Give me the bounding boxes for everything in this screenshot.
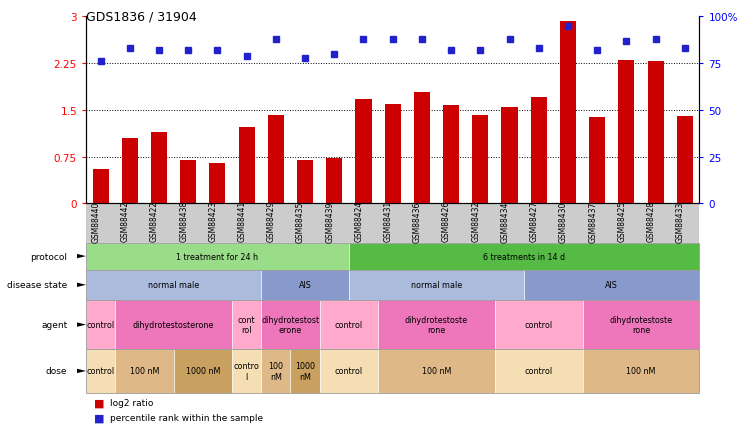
Text: log2 ratio: log2 ratio [110, 398, 153, 407]
Bar [619, 61, 634, 204]
Text: ■: ■ [94, 398, 104, 407]
Text: dihydrotestoste
rone: dihydrotestoste rone [610, 315, 672, 335]
Bar [648, 62, 663, 204]
Bar [501, 108, 518, 204]
Text: dihydrotestoste
rone: dihydrotestoste rone [405, 315, 468, 335]
Text: normal male: normal male [148, 281, 199, 289]
Text: normal male: normal male [411, 281, 462, 289]
Text: control: control [87, 320, 114, 329]
Text: GSM88437: GSM88437 [588, 201, 597, 242]
Text: GSM88423: GSM88423 [209, 201, 218, 242]
Text: control: control [335, 320, 363, 329]
Text: GSM88430: GSM88430 [559, 201, 568, 242]
Text: 1 treatment for 24 h: 1 treatment for 24 h [177, 252, 259, 261]
Text: GSM88432: GSM88432 [471, 201, 480, 242]
Text: GSM88429: GSM88429 [267, 201, 276, 242]
Bar [151, 132, 167, 204]
Bar [472, 115, 488, 204]
Text: 100 nM: 100 nM [626, 367, 656, 375]
Text: GSM88442: GSM88442 [121, 201, 130, 242]
Bar [560, 22, 576, 204]
Text: control: control [524, 367, 553, 375]
Bar [326, 158, 343, 204]
Bar [297, 161, 313, 204]
Text: percentile rank within the sample: percentile rank within the sample [110, 413, 263, 422]
Text: GSM88436: GSM88436 [413, 201, 422, 242]
Text: agent: agent [41, 320, 67, 329]
Bar [93, 170, 108, 204]
Text: control: control [335, 367, 363, 375]
Text: GSM88426: GSM88426 [442, 201, 451, 242]
Bar [443, 106, 459, 204]
Text: 100
nM: 100 nM [269, 362, 283, 381]
Bar [122, 139, 138, 204]
Bar [239, 128, 254, 204]
Text: GSM88427: GSM88427 [530, 201, 539, 242]
Bar [589, 118, 605, 204]
Text: AIS: AIS [298, 281, 311, 289]
Text: GSM88441: GSM88441 [238, 201, 247, 242]
Text: GSM88422: GSM88422 [150, 201, 159, 242]
Text: GSM88428: GSM88428 [646, 201, 655, 242]
Bar [677, 117, 693, 204]
Text: dose: dose [46, 367, 67, 375]
Text: GSM88434: GSM88434 [500, 201, 509, 242]
Bar [180, 161, 196, 204]
Text: disease state: disease state [7, 281, 67, 289]
Text: GSM88438: GSM88438 [180, 201, 188, 242]
Text: GSM88433: GSM88433 [675, 201, 684, 242]
Text: dihydrotestosterone: dihydrotestosterone [133, 320, 215, 329]
Text: 100 nM: 100 nM [422, 367, 451, 375]
Text: GDS1836 / 31904: GDS1836 / 31904 [86, 11, 197, 24]
Text: GSM88425: GSM88425 [617, 201, 626, 242]
Text: 1000 nM: 1000 nM [186, 367, 220, 375]
Text: GSM88439: GSM88439 [325, 201, 334, 242]
Text: GSM88431: GSM88431 [384, 201, 393, 242]
Bar [355, 99, 372, 204]
Bar [384, 105, 401, 204]
Bar [268, 115, 284, 204]
Text: protocol: protocol [31, 252, 67, 261]
Text: GSM88435: GSM88435 [296, 201, 305, 242]
Text: control: control [87, 367, 114, 375]
Text: GSM88440: GSM88440 [91, 201, 101, 242]
Text: ■: ■ [94, 413, 104, 422]
Text: control: control [524, 320, 553, 329]
Text: dihydrotestost
erone: dihydrotestost erone [261, 315, 319, 335]
Text: AIS: AIS [605, 281, 618, 289]
Bar [209, 164, 225, 204]
Text: cont
rol: cont rol [238, 315, 256, 335]
Bar [531, 98, 547, 204]
Bar [414, 93, 430, 204]
Text: contro
l: contro l [233, 362, 260, 381]
Text: GSM88424: GSM88424 [355, 201, 364, 242]
Text: 1000
nM: 1000 nM [295, 362, 315, 381]
Text: 6 treatments in 14 d: 6 treatments in 14 d [483, 252, 565, 261]
Text: 100 nM: 100 nM [129, 367, 159, 375]
